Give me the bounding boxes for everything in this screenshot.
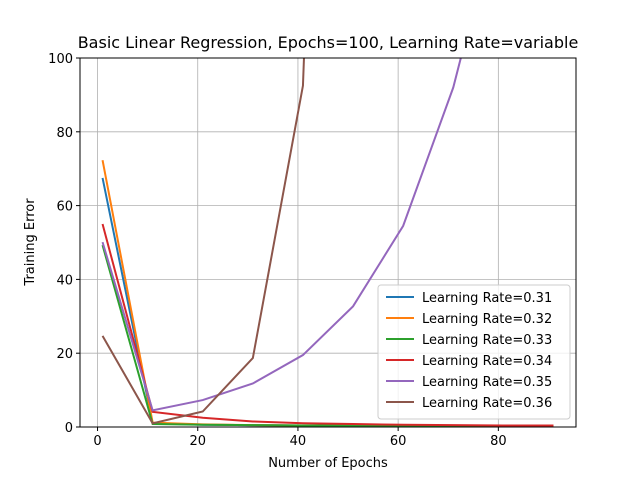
y-tick-label: 80	[56, 126, 73, 141]
x-axis-label: Number of Epochs	[268, 456, 388, 471]
legend-box	[377, 284, 571, 420]
legend-label: Learning Rate=0.32	[422, 312, 552, 327]
y-axis-label: Training Error	[23, 198, 38, 287]
legend-label: Learning Rate=0.34	[422, 354, 552, 369]
legend-label: Learning Rate=0.33	[422, 333, 552, 348]
plot-lines	[101, 58, 554, 427]
y-tick-label: 100	[48, 52, 73, 67]
plot-frame	[79, 57, 577, 428]
chart-title: Basic Linear Regression, Epochs=100, Lea…	[78, 33, 579, 52]
x-tick-label: 0	[93, 434, 101, 449]
y-tick-label: 0	[65, 421, 73, 436]
x-tick-label: 40	[290, 434, 307, 449]
legend: Learning Rate=0.31 Learning Rate=0.32 Lear…	[377, 284, 571, 420]
legend-label: Learning Rate=0.31	[422, 291, 552, 306]
x-tick-label: 60	[390, 434, 407, 449]
line-series	[101, 58, 462, 412]
ticks: 0 20 40 60 80 0 20 40 60 80 100	[48, 52, 506, 449]
y-tick-label: 20	[56, 347, 73, 362]
legend-label: Learning Rate=0.35	[422, 375, 552, 390]
x-tick-label: 80	[490, 434, 507, 449]
line-series	[101, 223, 554, 427]
legend-label: Learning Rate=0.36	[422, 396, 552, 411]
x-tick-label: 20	[189, 434, 206, 449]
y-tick-label: 60	[56, 200, 73, 215]
y-tick-label: 40	[56, 273, 73, 288]
